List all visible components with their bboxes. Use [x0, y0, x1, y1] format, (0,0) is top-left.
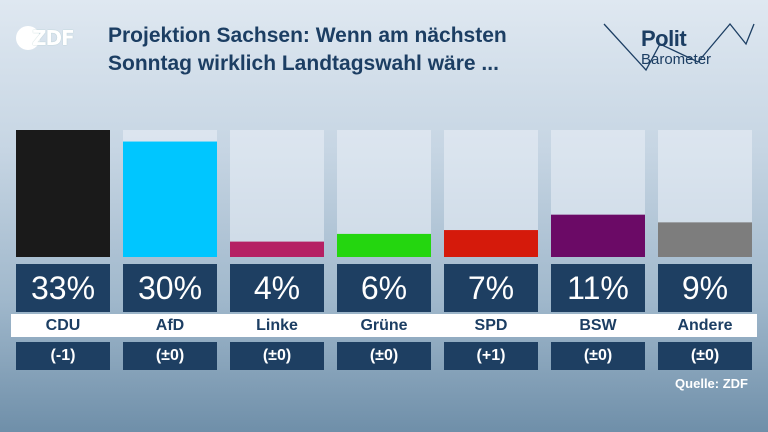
value-label-cdu: 33% [16, 264, 110, 312]
bar-grüne [337, 233, 431, 257]
bar-bsw [551, 214, 645, 257]
zdf-logo: ZDF [16, 24, 78, 52]
bar-andere [658, 222, 752, 257]
bar-afd [123, 141, 217, 257]
chart-title: Projektion Sachsen: Wenn am nächsten Son… [108, 22, 578, 78]
bar-track-linke [230, 130, 324, 257]
change-label-linke: (±0) [230, 342, 324, 370]
value-label-grüne: 6% [337, 264, 431, 312]
value-label-bsw: 11% [551, 264, 645, 312]
change-label-andere: (±0) [658, 342, 752, 370]
bar-spd [444, 230, 538, 257]
politbarometer-logo: Polit Barometer [600, 10, 760, 80]
change-label-spd: (+1) [444, 342, 538, 370]
category-label-grüne: Grüne [332, 314, 436, 337]
politbarometer-chevron-icon [603, 22, 755, 72]
value-label-spd: 7% [444, 264, 538, 312]
politbarometer-title: Polit [641, 26, 687, 51]
value-label-andere: 9% [658, 264, 752, 312]
value-label-afd: 30% [123, 264, 217, 312]
zdf-ring-icon [16, 26, 40, 50]
zdf-logo-text: ZDF [32, 26, 75, 50]
category-label-spd: SPD [439, 314, 543, 337]
value-label-linke: 4% [230, 264, 324, 312]
change-label-cdu: (-1) [16, 342, 110, 370]
bar-linke [230, 241, 324, 257]
category-label-linke: Linke [225, 314, 329, 337]
category-label-afd: AfD [118, 314, 222, 337]
category-label-andere: Andere [653, 314, 757, 337]
category-label-cdu: CDU [11, 314, 115, 337]
change-label-bsw: (±0) [551, 342, 645, 370]
category-label-bsw: BSW [546, 314, 650, 337]
source-note: Quelle: ZDF [675, 376, 748, 391]
bar-cdu [16, 130, 110, 257]
change-label-grüne: (±0) [337, 342, 431, 370]
title-line-2: Sonntag wirklich Landtagswahl wäre ... [108, 52, 499, 75]
title-line-1: Projektion Sachsen: Wenn am nächsten [108, 24, 507, 47]
politbarometer-subtitle: Barometer [641, 51, 712, 68]
change-label-afd: (±0) [123, 342, 217, 370]
